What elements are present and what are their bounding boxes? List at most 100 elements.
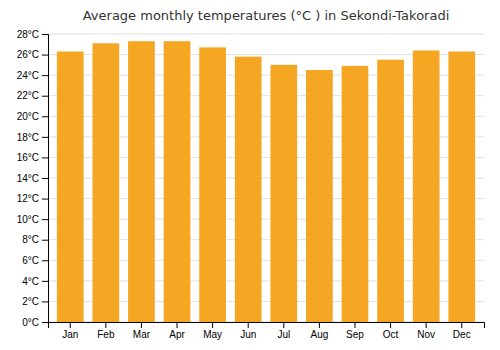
y-tick-mark [42,116,48,117]
x-tick: Aug [310,322,328,340]
y-tick-label: 4°C [22,276,39,287]
y-tick: 0°C [22,317,48,328]
bar [448,51,475,322]
x-tick: Sep [346,322,364,340]
x-tick-mark [354,322,355,328]
y-tick-mark [42,219,48,220]
x-tick-label: Apr [169,329,185,340]
y-tick-mark [42,34,48,35]
bar [413,50,440,322]
x-tick-label: May [203,329,222,340]
x-tick: Jan [62,322,78,340]
y-tick: 14°C [17,173,48,184]
bar [235,57,262,322]
y-tick-mark [42,260,48,261]
x-tick-mark [177,322,178,328]
title: Average monthly temperatures (°C ) in Se… [83,8,450,23]
x-axis-line [49,323,485,329]
y-tick-label: 22°C [17,90,39,101]
y-tick: 10°C [17,214,48,225]
x-tick-mark [461,322,462,328]
x-axis: Jan Feb Mar Apr May Jun Jul Aug Sep Oct Nov Dec [49,322,485,340]
plot: 0°C 2°C 4°C 6°C 8°C 10°C 12°C 14°C 16°C 18°C 20°C 2… [17,29,485,340]
x-tick-mark [426,322,427,328]
y-tick-mark [42,55,48,56]
y-tick-label: 26°C [17,49,39,60]
x-tick-mark [390,322,391,328]
y-tick-mark [42,157,48,158]
y-tick-label: 12°C [17,193,39,204]
x-tick: Mar [133,322,151,340]
y-tick: 2°C [22,296,48,307]
x-tick-label: Feb [97,329,115,340]
y-tick-mark [42,281,48,282]
y-tick: 24°C [17,70,48,81]
x-tick-label: Jun [240,329,256,340]
bar [164,41,191,322]
y-tick: 28°C [17,29,48,40]
x-tick-mark [105,322,106,328]
y-tick: 26°C [17,49,48,60]
x-tick-label: Mar [133,329,151,340]
bar [270,65,297,322]
y-tick: 4°C [22,276,48,287]
y-tick: 8°C [22,234,48,245]
x-tick: Dec [453,322,471,340]
y-tick-label: 20°C [17,111,39,122]
y-tick-label: 6°C [22,255,39,266]
x-tick-label: Sep [346,329,364,340]
y-tick-mark [42,301,48,302]
y-tick-mark [42,178,48,179]
x-tick-label: Jan [62,329,78,340]
x-tick: Apr [169,322,185,340]
y-tick-label: 8°C [22,234,39,245]
y-tick-mark [42,75,48,76]
y-tick: 16°C [17,152,48,163]
y-tick-label: 0°C [22,317,39,328]
x-tick: May [203,322,222,340]
y-tick: 18°C [17,132,48,143]
bars [57,41,475,322]
y-axis-line [42,35,49,323]
x-tick-label: Jul [277,329,290,340]
y-tick-label: 24°C [17,70,39,81]
bar [199,47,226,322]
chart: 0°C 2°C 4°C 6°C 8°C 10°C 12°C 14°C 16°C 18°C 20°C 2… [0,0,500,350]
y-tick: 22°C [17,90,48,101]
x-tick-mark [283,322,284,328]
y-tick-label: 2°C [22,296,39,307]
x-tick: Nov [417,322,435,340]
x-tick-label: Nov [417,329,435,340]
bar [57,51,84,322]
x-tick: Jun [240,322,256,340]
y-tick-mark [42,96,48,97]
x-tick: Oct [383,322,399,340]
x-tick: Jul [277,322,290,340]
x-tick-mark [141,322,142,328]
y-tick-label: 18°C [17,132,39,143]
grid-line [48,34,484,35]
x-tick-label: Oct [383,329,399,340]
y-tick-label: 16°C [17,152,39,163]
y-tick-mark [42,240,48,241]
y-tick: 12°C [17,193,48,204]
x-tick-label: Aug [310,329,328,340]
bar [128,41,155,322]
bar [306,70,333,322]
y-tick-label: 10°C [17,214,39,225]
x-tick-mark [212,322,213,328]
y-tick-mark [42,322,48,323]
x-tick-mark [319,322,320,328]
x-tick: Feb [97,322,115,340]
bar [92,43,119,322]
x-tick-label: Dec [453,329,471,340]
bar [342,66,369,322]
y-tick-mark [42,137,48,138]
x-tick-mark [248,322,249,328]
bar [377,60,404,322]
y-tick-mark [42,199,48,200]
y-tick: 6°C [22,255,48,266]
x-tick-mark [70,322,71,328]
y-tick-label: 28°C [17,29,39,40]
y-axis: 0°C 2°C 4°C 6°C 8°C 10°C 12°C 14°C 16°C 18°C 20°C 2… [17,29,49,328]
